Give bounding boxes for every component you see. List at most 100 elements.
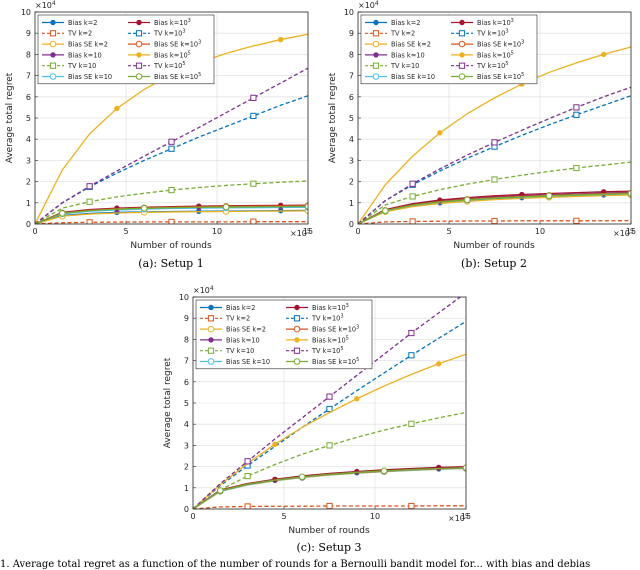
legend-marker <box>372 30 380 37</box>
legend-marker <box>293 325 301 333</box>
y-tick-label: 7 <box>349 72 354 81</box>
data-point <box>272 441 278 448</box>
legend: Bias k=2 TV k=2 Bias SE k=2 Bias k=10 TV k=1… <box>37 14 215 85</box>
legend-item: TV k=103 <box>451 29 509 38</box>
x-tick-label: 10 <box>370 512 380 521</box>
x-tick-label: 15 <box>303 227 313 236</box>
y-tick-label: 6 <box>26 93 31 102</box>
series-bias-se-k-105 <box>358 190 631 224</box>
legend-item: Bias k=2 <box>365 19 420 27</box>
subcaption: (c): Setup 3 <box>296 541 361 554</box>
y-tick-label: 1 <box>349 199 354 208</box>
series-tv-k-10 <box>193 411 466 509</box>
x-exponent: ×105 <box>613 228 634 238</box>
legend-item: Bias k=105 <box>128 50 191 59</box>
y-tick-label: 10 <box>179 293 189 302</box>
legend-marker <box>207 315 215 322</box>
data-point <box>627 190 631 197</box>
legend-label: TV k=10 <box>390 62 419 70</box>
legend-box <box>195 299 373 370</box>
series-line <box>35 210 308 224</box>
legend-marker <box>458 62 466 69</box>
legend-item: TV k=2 <box>365 30 415 38</box>
data-point <box>409 180 416 187</box>
legend-item: Bias SE k=2 <box>200 326 266 334</box>
legend-item: Bias SE k=10 <box>42 73 112 81</box>
legend-label: Bias k=2 <box>68 19 97 27</box>
series-tv-k-10 <box>358 161 631 224</box>
data-point <box>573 217 580 224</box>
y-tick-label: 9 <box>26 29 31 38</box>
data-point <box>222 203 230 211</box>
data-point <box>545 192 553 200</box>
legend-marker <box>50 52 56 58</box>
data-point <box>437 130 443 136</box>
data-point <box>491 217 498 224</box>
y-tick-label: 0 <box>184 505 189 514</box>
legend-marker <box>135 40 143 48</box>
x-tick-label: 15 <box>626 227 636 236</box>
legend-label: TV k=103 <box>153 29 186 38</box>
y-tick-label: 2 <box>184 463 189 472</box>
legend-label: TV k=105 <box>153 61 186 70</box>
legend-item: Bias SE k=105 <box>286 357 359 366</box>
legend-item: Bias SE k=105 <box>128 72 201 81</box>
y-tick-label: 4 <box>26 135 31 144</box>
y-tick-label: 6 <box>349 93 354 102</box>
legend-label: Bias SE k=2 <box>226 326 266 334</box>
data-point <box>278 36 284 43</box>
y-tick-label: 3 <box>26 156 31 165</box>
legend-item: TV k=103 <box>286 314 344 323</box>
data-point <box>250 94 257 101</box>
legend-item: Bias k=105 <box>286 335 349 344</box>
y-exponent: ×104 <box>358 0 379 10</box>
legend-marker <box>208 337 214 343</box>
data-point <box>408 502 415 509</box>
x-tick-label: 0 <box>355 227 360 236</box>
chart-panel-setup3: 0 1 2 3 4 5 6 7 8 9 10 0 5 10 15 ×104 ×105 Number of r… <box>163 285 471 554</box>
legend-label: Bias k=2 <box>391 19 420 27</box>
y-tick-label: 8 <box>184 335 189 344</box>
legend-item: TV k=10 <box>200 347 254 355</box>
legend-marker <box>372 40 380 48</box>
legend-marker <box>372 62 380 69</box>
legend-item: TV k=105 <box>128 61 186 70</box>
series-group <box>358 46 631 224</box>
y-tick-label: 4 <box>184 420 189 429</box>
legend-item: Bias k=103 <box>451 18 514 27</box>
legend-marker <box>372 73 380 80</box>
x-tick-label: 15 <box>461 512 471 521</box>
legend-item: TV k=2 <box>200 315 250 323</box>
x-tick-label: 10 <box>535 227 545 236</box>
x-tick-label: 10 <box>212 227 222 236</box>
legend-label: Bias k=2 <box>226 304 255 312</box>
data-point <box>217 487 224 494</box>
series-bias-se-k-105 <box>35 203 308 224</box>
legend-marker <box>293 347 301 354</box>
data-point <box>86 219 93 224</box>
legend-marker <box>49 30 57 37</box>
legend-label: Bias SE k=2 <box>391 41 431 49</box>
y-tick-label: 2 <box>26 178 31 187</box>
subcaption: (a): Setup 1 <box>138 257 203 270</box>
x-exponent: ×105 <box>448 513 469 523</box>
legend: Bias k=2 TV k=2 Bias SE k=2 Bias k=10 TV k=1… <box>195 299 373 370</box>
legend-box <box>37 14 215 85</box>
legend-item: Bias k=10 <box>365 51 425 59</box>
series-tv-k-105 <box>35 67 308 224</box>
y-tick-label: 0 <box>26 220 31 229</box>
legend-item: Bias SE k=10 <box>200 358 270 366</box>
data-point <box>409 218 416 224</box>
legend-label: Bias SE k=103 <box>477 40 524 49</box>
y-tick-label: 6 <box>184 378 189 387</box>
data-point <box>250 218 257 224</box>
legend-marker <box>373 19 379 26</box>
data-point <box>114 105 120 112</box>
ticks: 0 1 2 3 4 5 6 7 8 9 10 0 5 10 15 <box>344 8 636 236</box>
y-tick-label: 4 <box>349 135 354 144</box>
subcaption: (b): Setup 2 <box>461 257 527 270</box>
y-exponent: ×104 <box>193 285 214 295</box>
y-axis-label: Average total regret <box>5 72 15 163</box>
legend-label: Bias k=10 <box>391 51 425 59</box>
